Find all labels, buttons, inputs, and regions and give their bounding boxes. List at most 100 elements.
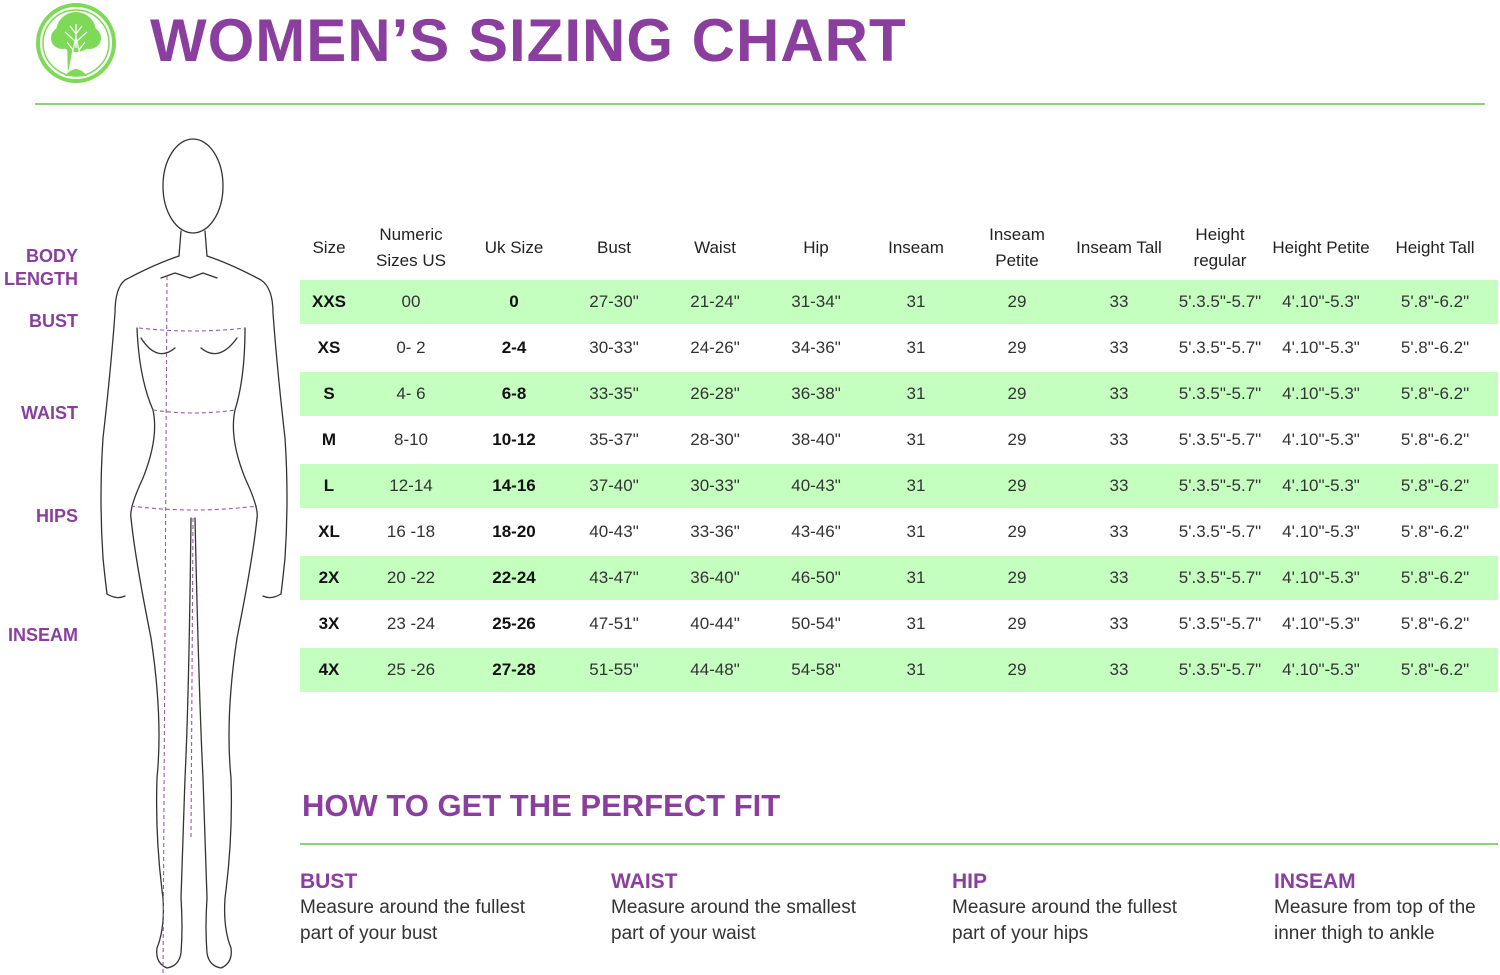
- table-cell: 29: [966, 370, 1068, 418]
- column-header: Inseam: [888, 238, 944, 257]
- table-cell: 24-26": [664, 324, 766, 372]
- table-cell: 5'.8"-6.2": [1372, 600, 1498, 648]
- fit-section-title: HOW TO GET THE PERFECT FIT: [302, 788, 781, 823]
- table-cell: 29: [966, 508, 1068, 556]
- column-header: Hip: [803, 238, 829, 257]
- table-cell: 33: [1068, 462, 1170, 510]
- header-divider: [35, 103, 1485, 105]
- column-header: Height Petite: [1272, 238, 1370, 257]
- table-cell: 5'.3.5"-5.7": [1170, 324, 1270, 372]
- table-cell: 40-43": [766, 462, 866, 510]
- table-cell: 5'.3.5"-5.7": [1170, 416, 1270, 464]
- table-cell: S: [300, 370, 358, 418]
- table-row: 4X 25 -26 27-28 51-55" 44-48" 54-58" 31 29 33 5'.…: [300, 646, 1498, 694]
- body-label-line: LENGTH: [4, 269, 78, 289]
- table-cell: 5'.8"-6.2": [1372, 278, 1498, 326]
- table-cell: 33: [1068, 600, 1170, 648]
- table-cell: 25-26: [464, 600, 564, 648]
- body-label-body-length: BODY LENGTH: [4, 245, 78, 291]
- table-cell: 43-46": [766, 508, 866, 556]
- table-cell: 44-48": [664, 646, 766, 694]
- table-row: S 4- 6 6-8 33-35" 26-28" 36-38" 31 29 33 5'.3.5"-…: [300, 370, 1498, 418]
- column-header: Inseam Petite: [989, 225, 1045, 270]
- table-cell: 5'.3.5"-5.7": [1170, 508, 1270, 556]
- table-cell: 10-12: [464, 416, 564, 464]
- body-label-line: INSEAM: [7, 625, 78, 645]
- table-cell: 0: [464, 278, 564, 326]
- table-cell: 31: [866, 508, 966, 556]
- table-cell: 5'.8"-6.2": [1372, 324, 1498, 372]
- tip-heading: BUST: [300, 870, 358, 893]
- tree-icon: [36, 3, 116, 83]
- table-cell: 27-30": [564, 278, 664, 326]
- page-title: WOMEN’S SIZING CHART: [150, 7, 907, 74]
- table-cell: 33-36": [664, 508, 766, 556]
- table-cell: 8-10: [358, 416, 464, 464]
- fit-tip-waist: WAIST Measure around the smallest part o…: [611, 868, 911, 947]
- column-header: Bust: [596, 238, 632, 257]
- table-cell: 43-47": [564, 554, 664, 602]
- table-cell: 29: [966, 416, 1068, 464]
- table-cell: XXS: [300, 278, 358, 326]
- table-cell: 00: [358, 278, 464, 326]
- table-cell: 14-16: [464, 462, 564, 510]
- table-cell: 51-55": [564, 646, 664, 694]
- body-label-line: BUST: [29, 311, 78, 331]
- table-cell: 4X: [300, 646, 358, 694]
- size-chart-table: Size Numeric Sizes US Uk Size Bust Waist Hip I…: [300, 218, 1498, 694]
- table-cell: 2X: [300, 554, 358, 602]
- fit-tip-inseam: INSEAM Measure from top of the inner thi…: [1274, 868, 1500, 947]
- body-label-line: HIPS: [35, 506, 78, 526]
- body-label-waist: WAIST: [21, 402, 78, 425]
- tip-text: Measure from top of the inner thigh to a…: [1274, 897, 1476, 944]
- table-cell: 33: [1068, 646, 1170, 694]
- table-cell: 4'.10"-5.3": [1270, 600, 1372, 648]
- table-cell: 5'.8"-6.2": [1372, 416, 1498, 464]
- table-cell: 34-36": [766, 324, 866, 372]
- table-cell: 29: [966, 646, 1068, 694]
- table-cell: 4'.10"-5.3": [1270, 370, 1372, 418]
- table-cell: 4'.10"-5.3": [1270, 554, 1372, 602]
- table-cell: 5'.8"-6.2": [1372, 646, 1498, 694]
- column-header: Waist: [694, 238, 736, 257]
- body-label-bust: BUST: [29, 310, 78, 333]
- table-cell: 4'.10"-5.3": [1270, 416, 1372, 464]
- tip-heading: WAIST: [611, 870, 678, 893]
- table-cell: 23 -24: [358, 600, 464, 648]
- table-cell: 29: [966, 278, 1068, 326]
- body-figure-illustration: [100, 138, 288, 975]
- table-cell: 31: [866, 278, 966, 326]
- body-label-line: WAIST: [21, 403, 78, 423]
- table-cell: 5'.3.5"-5.7": [1170, 600, 1270, 648]
- column-header: Inseam Tall: [1076, 238, 1162, 257]
- body-label-inseam: INSEAM: [8, 624, 78, 647]
- table-cell: 5'.3.5"-5.7": [1170, 370, 1270, 418]
- table-cell: 30-33": [564, 324, 664, 372]
- table-cell: XS: [300, 324, 358, 372]
- table-cell: 54-58": [766, 646, 866, 694]
- table-cell: 27-28: [464, 646, 564, 694]
- table-cell: XL: [300, 508, 358, 556]
- tip-heading: INSEAM: [1274, 870, 1356, 893]
- table-cell: 29: [966, 554, 1068, 602]
- column-header: Height regular: [1193, 225, 1247, 270]
- table-cell: 31: [866, 324, 966, 372]
- table-cell: 31: [866, 462, 966, 510]
- table-cell: 2-4: [464, 324, 564, 372]
- table-cell: 29: [966, 600, 1068, 648]
- table-cell: 33: [1068, 554, 1170, 602]
- table-cell: 5'.8"-6.2": [1372, 554, 1498, 602]
- table-cell: 33: [1068, 278, 1170, 326]
- table-cell: 31: [866, 600, 966, 648]
- body-label-line: BODY: [25, 246, 78, 266]
- tip-heading: HIP: [952, 870, 988, 893]
- table-header-row: Size Numeric Sizes US Uk Size Bust Waist Hip I…: [300, 218, 1498, 279]
- table-cell: 4'.10"-5.3": [1270, 324, 1372, 372]
- table-cell: 16 -18: [358, 508, 464, 556]
- table-row: XXS 00 0 27-30" 21-24" 31-34" 31 29 33 5'.3.5"-5.…: [300, 278, 1498, 326]
- tip-text: Measure around the fullest part of your …: [952, 897, 1177, 944]
- table-row: XL 16 -18 18-20 40-43" 33-36" 43-46" 31 29 33 5'.…: [300, 508, 1498, 556]
- table-cell: 31: [866, 646, 966, 694]
- table-cell: 33: [1068, 416, 1170, 464]
- table-row: XS 0- 2 2-4 30-33" 24-26" 34-36" 31 29 33 5'.3.5"…: [300, 324, 1498, 372]
